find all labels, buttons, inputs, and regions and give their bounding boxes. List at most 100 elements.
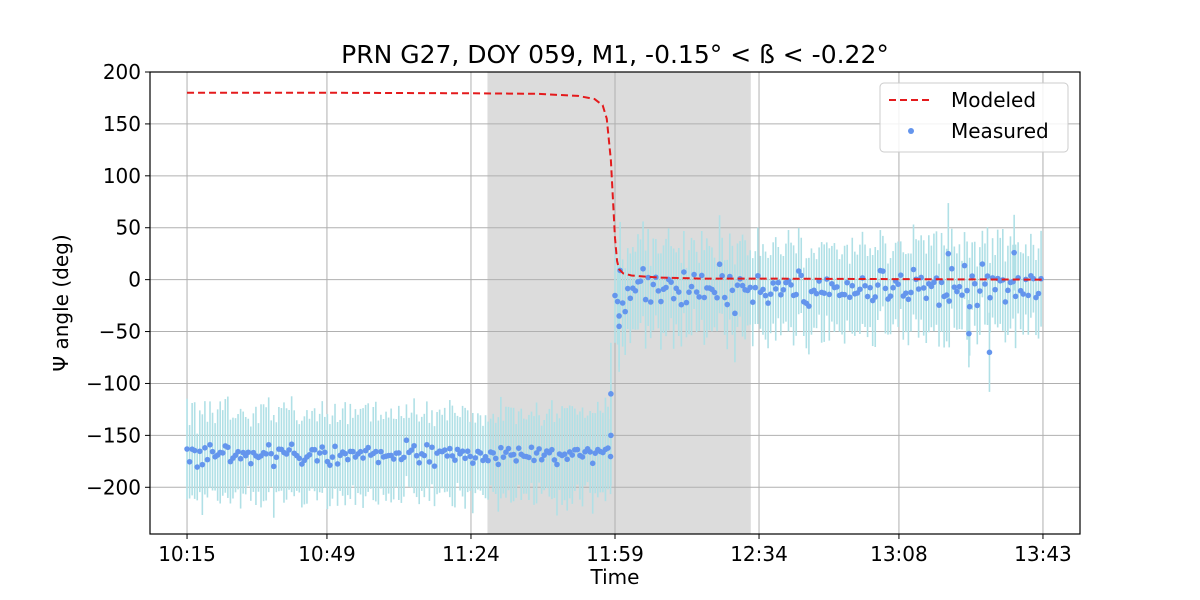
measured-point	[696, 294, 702, 300]
y-tick-label: 100	[103, 164, 141, 188]
measured-point	[311, 446, 318, 453]
x-tick-label: 13:08	[870, 542, 928, 566]
measured-point	[447, 445, 453, 452]
measured-point	[449, 453, 456, 459]
measured-point	[605, 445, 611, 451]
measured-point	[987, 294, 993, 301]
measured-point	[915, 286, 922, 292]
measured-point	[721, 294, 728, 301]
measured-point	[943, 292, 950, 298]
measured-point	[675, 289, 682, 295]
measured-point	[668, 279, 674, 285]
measured-point	[452, 457, 458, 463]
measured-point	[984, 273, 991, 279]
measured-point	[202, 445, 208, 451]
measured-point	[760, 286, 766, 293]
measured-point	[411, 442, 417, 449]
measured-point	[536, 446, 542, 452]
measured-point	[841, 291, 848, 298]
measured-point	[334, 461, 341, 467]
measured-point	[938, 279, 945, 286]
measured-point	[778, 291, 784, 298]
measured-point	[360, 455, 366, 461]
measured-point	[495, 461, 502, 468]
y-tick-label: 150	[103, 112, 141, 136]
measured-point	[329, 454, 336, 460]
measured-point	[670, 295, 677, 302]
x-tick-label: 10:15	[158, 542, 216, 566]
measured-point	[793, 291, 799, 298]
y-tick-label: 0	[128, 268, 141, 292]
modeled-line	[187, 91, 1043, 281]
measured-point	[857, 286, 863, 293]
measured-point	[286, 447, 292, 453]
legend-measured-label: Measured	[951, 119, 1049, 143]
measured-point	[365, 444, 371, 451]
x-tick-label: 11:24	[442, 542, 500, 566]
measured-point	[561, 451, 568, 457]
measured-point	[964, 287, 970, 294]
measured-point	[821, 290, 828, 296]
measured-point	[204, 456, 211, 463]
measured-point	[867, 284, 873, 291]
modeled-series-layer	[187, 91, 1043, 281]
measured-point	[485, 457, 491, 464]
measured-point	[421, 452, 428, 459]
measured-point	[724, 301, 731, 308]
measured-point	[490, 450, 496, 456]
measured-point	[749, 299, 756, 305]
y-tick-label: −50	[99, 320, 141, 344]
measured-point	[686, 289, 692, 295]
measured-point	[587, 449, 593, 455]
measured-point	[908, 289, 914, 296]
measured-point	[1025, 292, 1032, 299]
measured-point	[747, 284, 754, 291]
measured-point	[931, 279, 937, 286]
measured-point	[619, 300, 626, 306]
measured-point	[910, 266, 917, 273]
measured-point	[882, 285, 889, 292]
measured-point	[752, 284, 759, 291]
measured-point	[954, 288, 960, 295]
measured-point	[207, 441, 213, 448]
measured-series-layer	[184, 203, 1044, 518]
measured-point	[390, 456, 397, 462]
x-tick-label: 10:49	[298, 542, 356, 566]
measured-point	[513, 458, 519, 464]
x-tick-label: 11:59	[586, 542, 644, 566]
measured-point	[248, 460, 254, 467]
measured-point	[923, 295, 930, 302]
measured-point	[515, 445, 522, 451]
measured-point	[296, 455, 303, 462]
measured-point	[772, 286, 779, 292]
measured-point	[979, 261, 986, 267]
measured-point	[322, 449, 328, 456]
measured-point	[966, 303, 973, 310]
measured-point	[767, 291, 774, 297]
measured-point	[640, 265, 646, 272]
measured-point	[982, 281, 988, 287]
measured-point	[887, 293, 894, 299]
measured-point	[1035, 290, 1042, 297]
measured-point	[1020, 291, 1027, 297]
measured-point	[314, 458, 320, 464]
measured-point	[472, 455, 479, 461]
measured-point	[846, 294, 853, 301]
measured-point	[775, 279, 782, 286]
measured-point	[627, 295, 634, 302]
measured-point	[454, 446, 461, 453]
measured-point	[342, 450, 349, 457]
measured-point	[408, 447, 415, 453]
measured-point	[890, 284, 896, 291]
measured-point	[729, 287, 736, 294]
measured-point	[616, 313, 622, 319]
measured-point	[357, 448, 364, 455]
measured-point	[734, 282, 741, 288]
measured-point	[441, 447, 448, 453]
measured-point	[650, 281, 657, 288]
measured-point	[765, 300, 771, 306]
measured-point	[956, 283, 963, 290]
measured-point	[1033, 294, 1039, 301]
measured-point	[549, 446, 555, 453]
measured-point	[986, 349, 993, 356]
